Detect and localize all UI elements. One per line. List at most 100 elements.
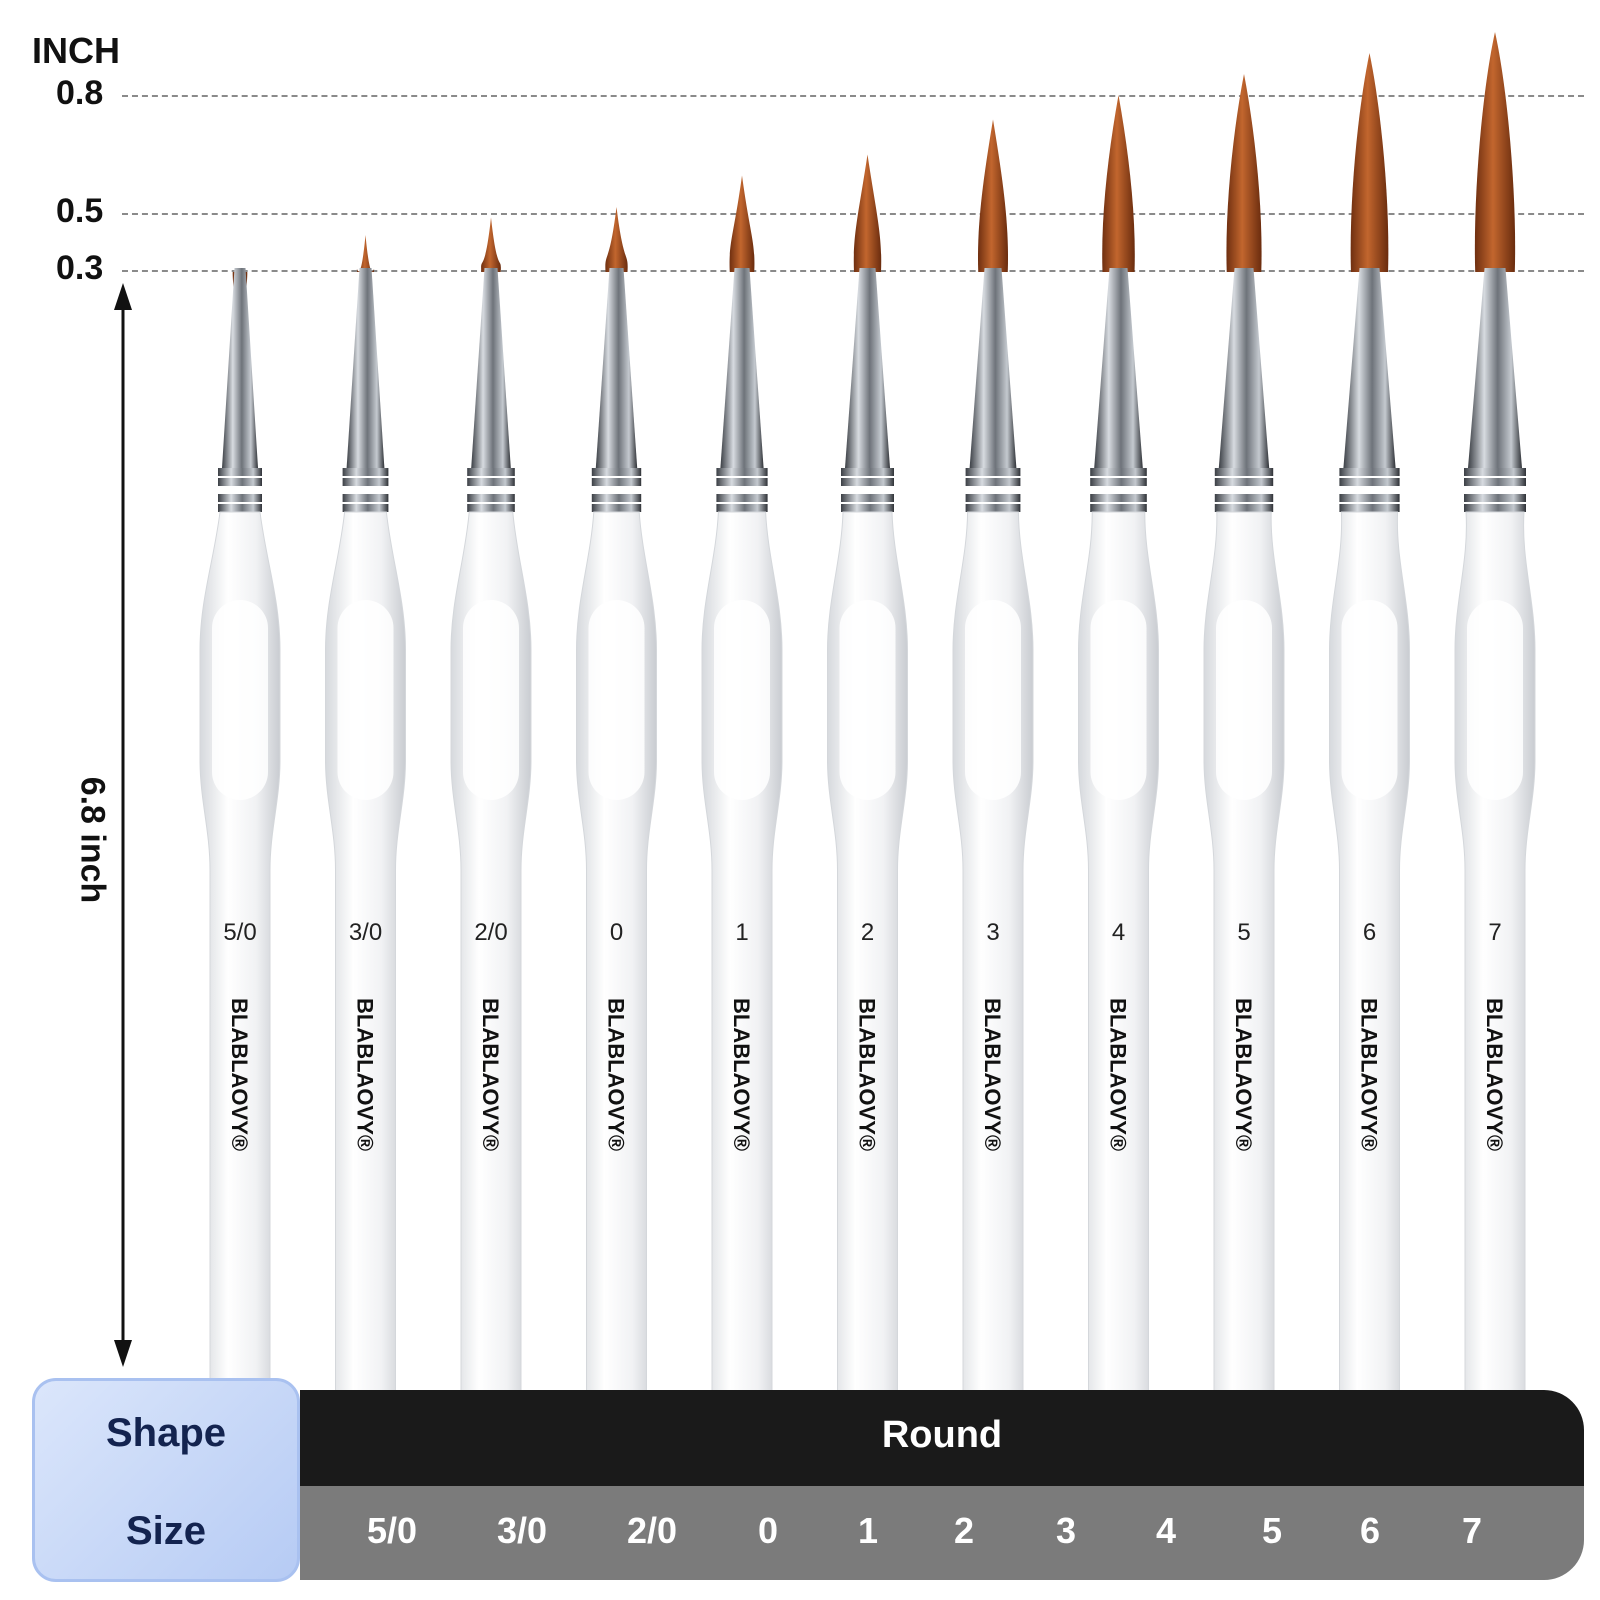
ferrule-ring <box>1214 478 1274 486</box>
ferrule-ring <box>1090 478 1147 486</box>
brand-label: BLABLAOVY® <box>1231 998 1256 1151</box>
ferrule-ring <box>1214 468 1274 476</box>
brush-size-number: 3/0 <box>349 919 382 946</box>
ferrule-ring <box>591 494 642 502</box>
ferrule <box>595 268 638 468</box>
brand-label: BLABLAOVY® <box>855 998 880 1151</box>
ferrule-ring <box>965 468 1021 476</box>
ferrule-ring <box>965 504 1021 512</box>
paint-brush: 3 BLABLAOVY® <box>952 119 1034 1400</box>
grip <box>337 600 394 800</box>
bristle-tip <box>1474 32 1516 272</box>
ferrule-ring <box>841 494 894 502</box>
bristle-tip <box>605 207 628 272</box>
ferrule-ring <box>1090 494 1147 502</box>
ferrule-ring <box>591 468 642 476</box>
table-header: Shape Size <box>32 1378 300 1582</box>
brand-label: BLABLAOVY® <box>478 998 503 1151</box>
paint-brush: 7 BLABLAOVY® <box>1454 32 1536 1400</box>
brush-size-number: 4 <box>1112 919 1125 946</box>
paint-brush: 5 BLABLAOVY® <box>1203 74 1285 1400</box>
ferrule-ring <box>1339 478 1400 486</box>
ferrule-ring <box>591 504 642 512</box>
ferrule-ring <box>218 468 262 476</box>
brush-size-number: 3 <box>986 919 999 946</box>
bristle-tip <box>1102 95 1135 272</box>
brand-label: BLABLAOVY® <box>1482 998 1507 1151</box>
grip <box>965 600 1021 800</box>
ferrule-ring <box>467 468 515 476</box>
ferrule <box>1468 268 1522 468</box>
guide-line <box>122 213 1584 215</box>
ferrule-ring <box>716 494 768 502</box>
ferrule-ring <box>716 504 768 512</box>
bristle-tip <box>729 175 755 272</box>
brush-size-number: 5 <box>1237 919 1250 946</box>
grip <box>212 600 268 800</box>
ferrule-ring <box>1090 468 1147 476</box>
size-cell: 0 <box>757 1510 779 1551</box>
ferrule <box>969 268 1017 468</box>
ferrule-ring <box>342 494 389 502</box>
ferrule <box>471 268 511 468</box>
ferrule-ring <box>1464 478 1526 486</box>
size-cell: 3/0 <box>496 1510 548 1551</box>
size-header-label: Size <box>125 1509 207 1553</box>
scale-mark-label: 0.3 <box>56 249 104 287</box>
ferrule-ring <box>841 478 894 486</box>
brand-label: BLABLAOVY® <box>353 998 378 1151</box>
paint-brush: 0 BLABLAOVY® <box>576 207 657 1400</box>
paint-brush: 4 BLABLAOVY® <box>1078 95 1159 1400</box>
ferrule-ring <box>965 478 1021 486</box>
ferrule-ring <box>218 504 262 512</box>
ferrule-ring <box>342 468 389 476</box>
size-row: 5/0 3/0 2/0 0 1 2 3 4 5 6 7 <box>300 1486 1584 1580</box>
grip <box>1467 600 1523 800</box>
ferrule-ring <box>841 504 894 512</box>
size-cell: 7 <box>1461 1510 1483 1551</box>
scale-unit-label: INCH <box>32 30 120 71</box>
ferrule-ring <box>1339 468 1400 476</box>
ferrule <box>1343 268 1396 468</box>
grip <box>1090 600 1147 800</box>
ferrule-ring <box>1464 504 1526 512</box>
ferrule <box>1094 268 1143 468</box>
ferrule-ring <box>467 494 515 502</box>
ferrule <box>222 268 258 468</box>
brand-label: BLABLAOVY® <box>1106 998 1131 1151</box>
grip <box>588 600 645 800</box>
ferrule-ring <box>1214 494 1274 502</box>
grip <box>1341 600 1398 800</box>
ferrule <box>720 268 764 468</box>
ferrule-ring <box>218 494 262 502</box>
paint-brush: 1 BLABLAOVY® <box>701 175 783 1400</box>
size-cell: 3 <box>1055 1510 1077 1551</box>
ferrule-ring <box>591 478 642 486</box>
ferrule <box>346 268 385 468</box>
brush-size-number: 6 <box>1363 919 1376 946</box>
shape-row: Round <box>300 1390 1584 1486</box>
size-cell: 5/0 <box>366 1510 418 1551</box>
bristle-tip <box>853 154 882 272</box>
brand-label: BLABLAOVY® <box>227 998 252 1151</box>
ferrule-ring <box>716 468 768 476</box>
ferrule-ring <box>1090 504 1147 512</box>
ferrule-ring <box>342 478 389 486</box>
ferrule-ring <box>1464 468 1526 476</box>
ferrule-ring <box>467 504 515 512</box>
ferrule-ring <box>1214 504 1274 512</box>
brush-set: 5/0BLABLAOVY®3/0BLABLAOVY®2/0BLABLAOVY®0… <box>199 32 1536 1400</box>
ferrule <box>1218 268 1270 468</box>
size-cell: 2 <box>953 1510 975 1551</box>
bristle-tip <box>1350 53 1389 272</box>
scale-mark-label: 0.5 <box>56 192 104 230</box>
grip <box>463 600 519 800</box>
ferrule-ring <box>716 478 768 486</box>
size-cell: 2/0 <box>626 1510 678 1551</box>
bristle-tip <box>481 217 501 272</box>
brush-size-number: 0 <box>610 919 623 946</box>
ferrule-ring <box>1339 504 1400 512</box>
size-cell: 6 <box>1359 1510 1381 1551</box>
ferrule-ring <box>965 494 1021 502</box>
bristle-tip <box>1226 74 1262 272</box>
